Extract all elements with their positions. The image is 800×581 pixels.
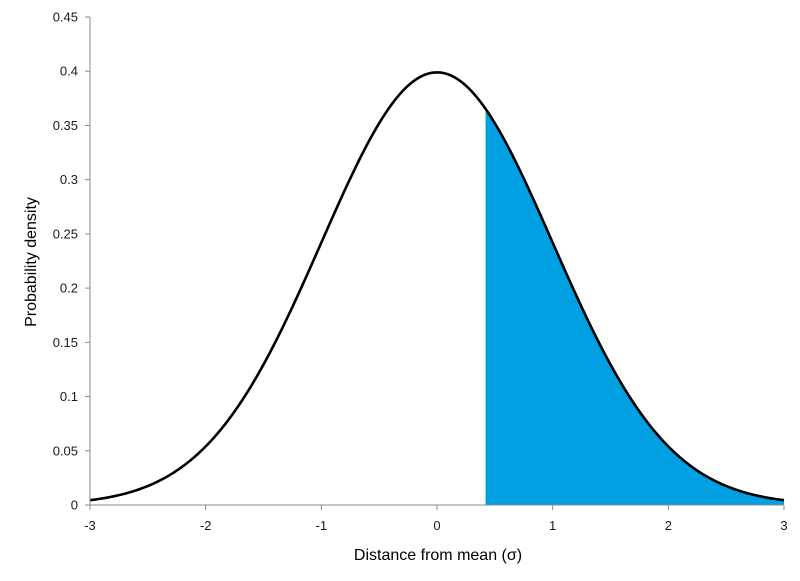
- plot-area: [89, 71, 785, 505]
- x-tick-label: 3: [780, 518, 787, 533]
- density-curve: [89, 71, 785, 502]
- y-tick-label: 0.1: [60, 389, 78, 404]
- x-tick-label: -3: [84, 518, 96, 533]
- y-tick-label: 0.25: [53, 226, 78, 241]
- y-axis-title: Probability density: [23, 197, 40, 327]
- y-tick-label: 0.05: [53, 443, 78, 458]
- x-tick-label: 1: [549, 518, 556, 533]
- shaded-tail-area: [485, 108, 784, 505]
- y-tick-label: 0.45: [53, 10, 78, 25]
- x-tick-label: 0: [433, 518, 440, 533]
- y-tick-label: 0.35: [53, 118, 78, 133]
- y-tick-label: 0.3: [60, 172, 78, 187]
- x-axis-title: Distance from mean (σ): [354, 547, 522, 564]
- y-tick-label: 0.15: [53, 335, 78, 350]
- axes: [85, 16, 785, 510]
- tick-labels: 0 0.05 0.1 0.15 0.2 0.25 0.3 0.35 0.4 0.45 -3 -2 -1 0…: [53, 10, 788, 534]
- x-tick-label: -1: [316, 518, 328, 533]
- x-tick-label: -2: [200, 518, 212, 533]
- x-tick-label: 2: [665, 518, 672, 533]
- y-tick-label: 0.2: [60, 281, 78, 296]
- y-tick-label: 0.4: [60, 64, 78, 79]
- y-tick-label: 0: [71, 498, 78, 513]
